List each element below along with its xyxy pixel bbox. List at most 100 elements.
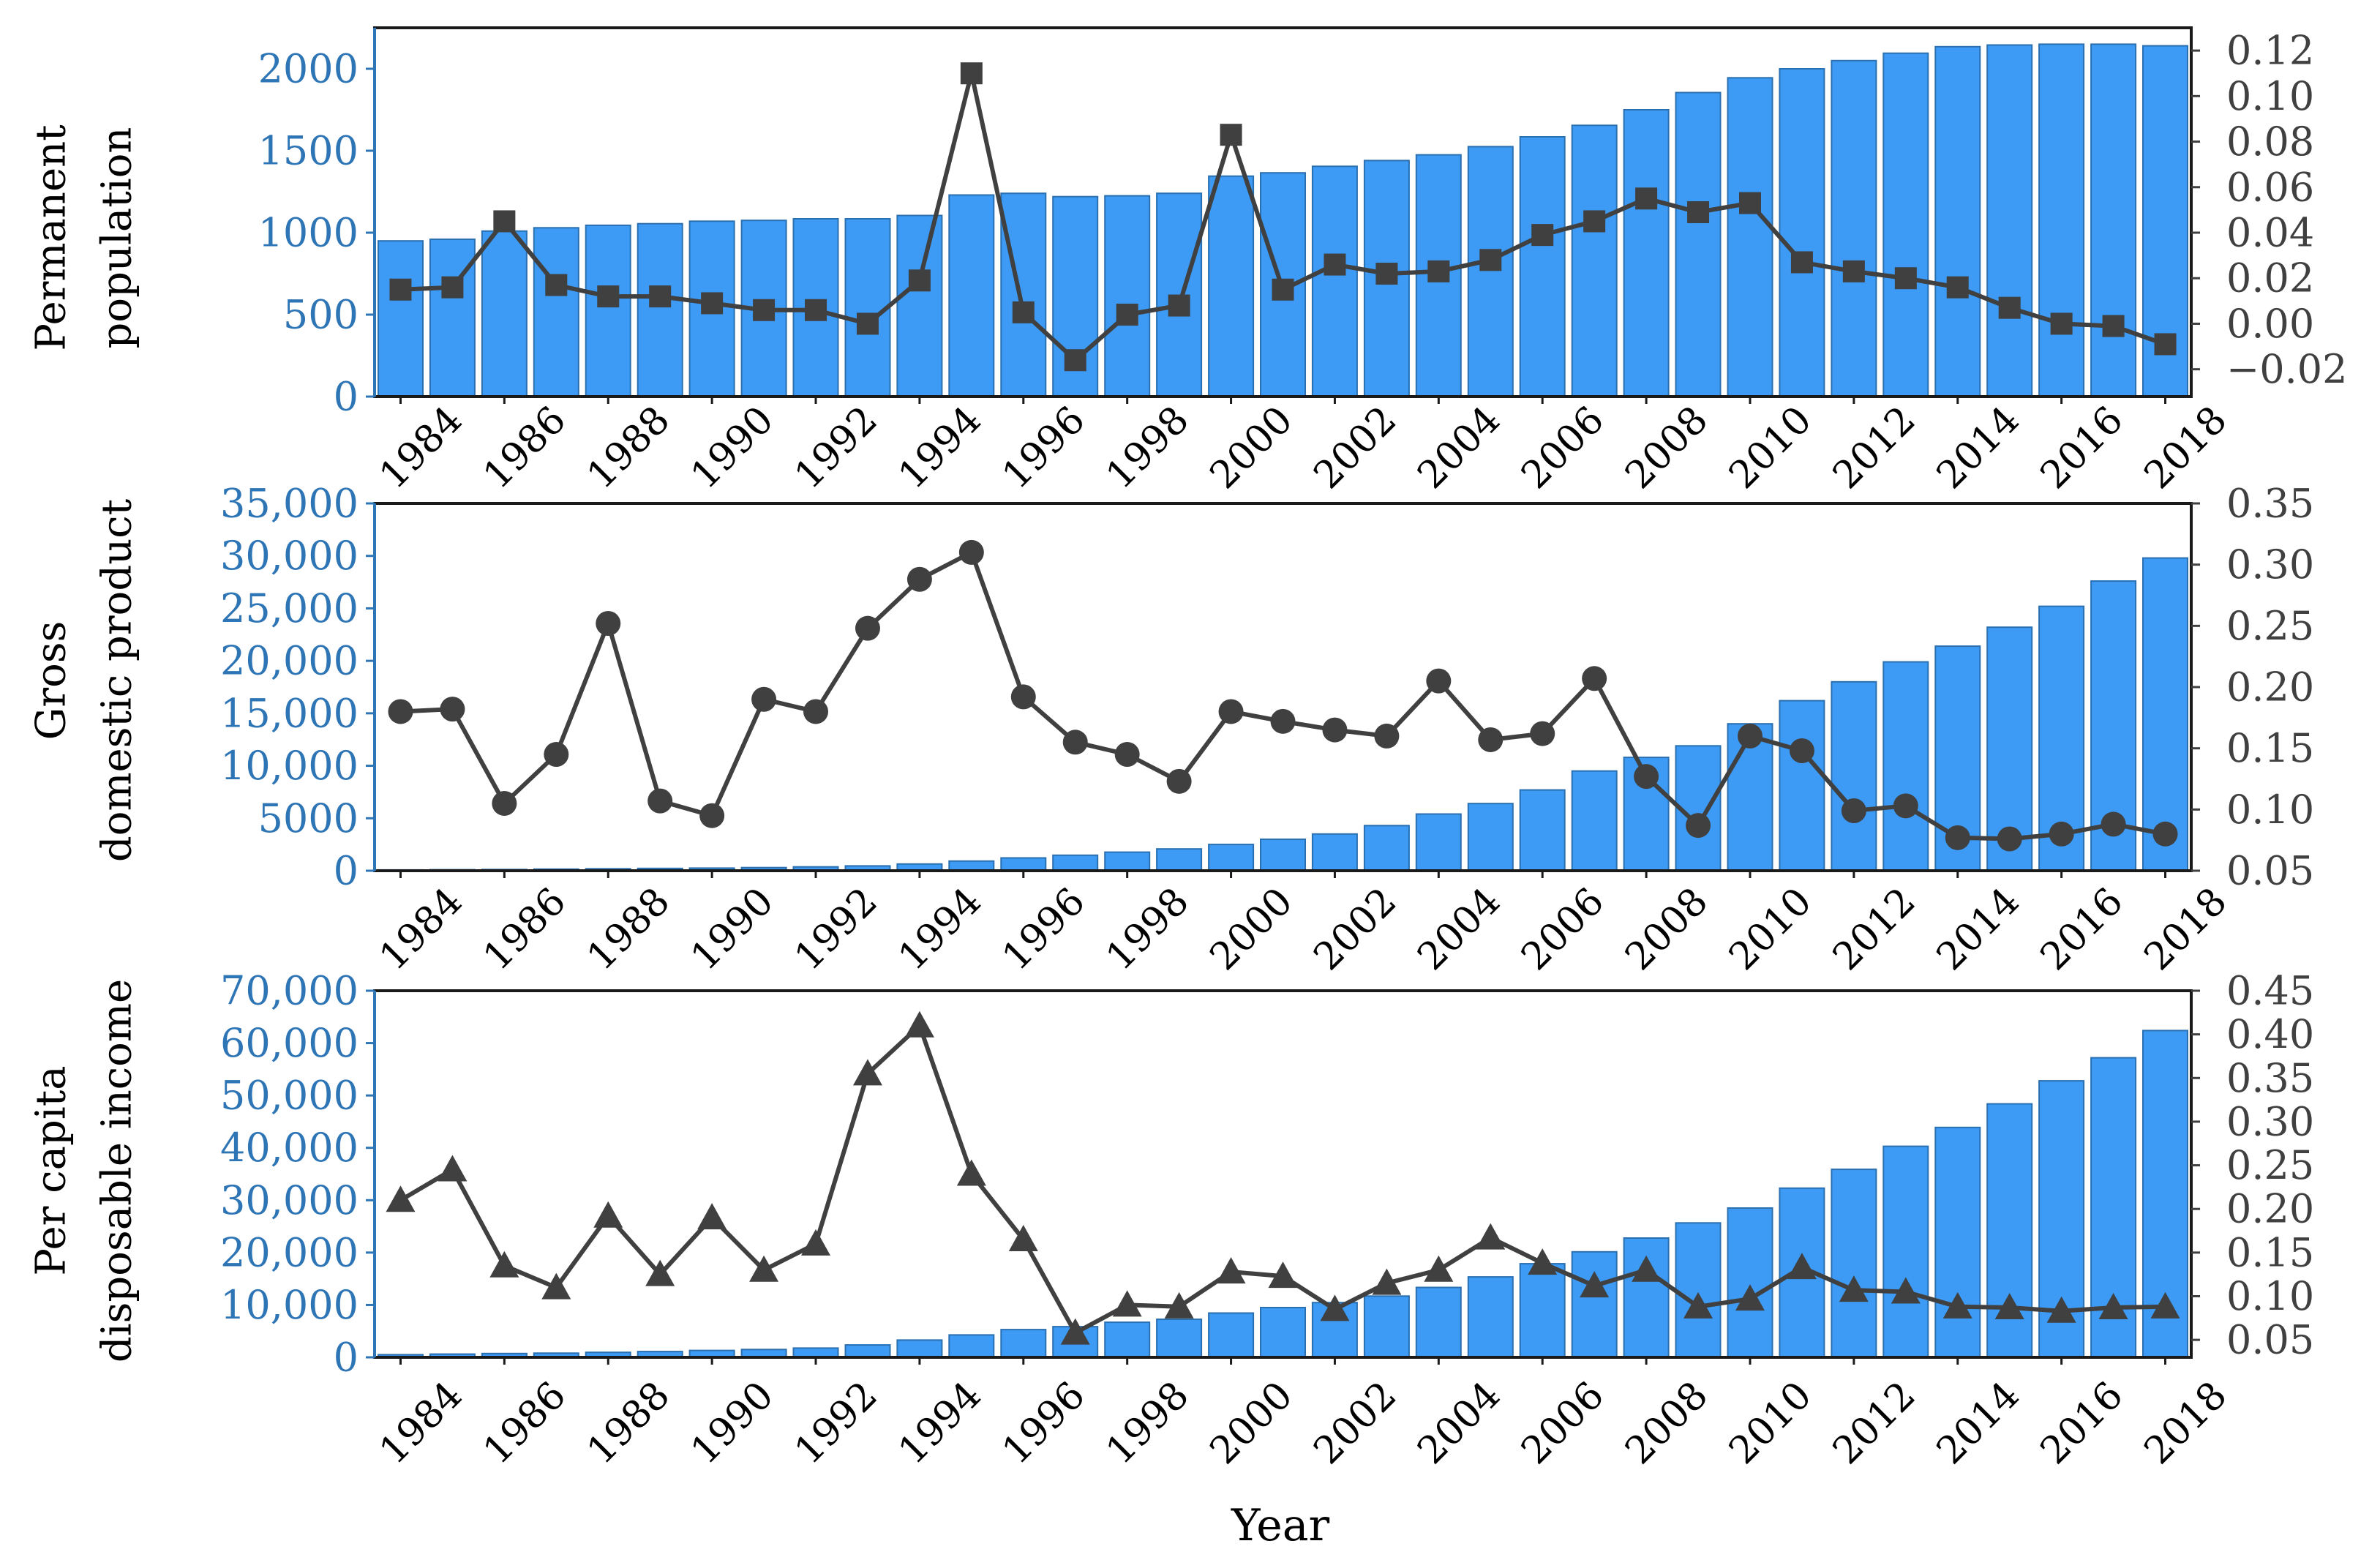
bar-gdp-2005: [1467, 803, 1514, 871]
growth-point-population-2008: [1635, 187, 1658, 210]
x-tick-label: 2016: [2032, 1373, 2132, 1473]
bar-population-1986: [481, 230, 528, 397]
x-axis-label: Year: [1231, 1500, 1330, 1551]
left-tick-label: 35,000: [220, 481, 358, 527]
bar-gdp-2011: [1779, 700, 1825, 871]
right-tick-label: 0.30: [2226, 1098, 2314, 1144]
bar-population-2006: [1519, 136, 1566, 397]
growth-point-population-2012: [1842, 260, 1865, 282]
growth-point-population-1993: [856, 312, 879, 335]
growth-point-gdp-2008: [1634, 764, 1659, 790]
x-tick-label: 1998: [1098, 398, 1198, 498]
growth-point-income-1997: [1060, 1318, 1090, 1345]
right-tick-label: 0.25: [2226, 1142, 2314, 1188]
right-tick-label: 0.10: [2226, 1273, 2314, 1319]
x-tick-label: 1996: [994, 1373, 1094, 1473]
growth-point-income-2007: [1580, 1271, 1610, 1298]
growth-point-income-1990: [697, 1203, 727, 1230]
growth-point-gdp-1990: [699, 803, 725, 828]
x-tick-label: 2012: [1825, 398, 1924, 498]
bar-income-1996: [1000, 1329, 1047, 1358]
growth-point-income-2000: [1216, 1257, 1246, 1284]
right-tick-label: 0.20: [2226, 664, 2314, 710]
x-tick-label: 1990: [683, 1373, 782, 1473]
growth-point-population-2005: [1479, 249, 1502, 271]
growth-point-income-1998: [1112, 1290, 1142, 1317]
growth-point-gdp-2009: [1686, 813, 1711, 839]
bar-population-2017: [2090, 43, 2137, 398]
right-tick-label: 0.20: [2226, 1186, 2314, 1232]
x-tick-label: 2010: [1721, 1373, 1820, 1473]
growth-point-income-2012: [1839, 1275, 1869, 1302]
x-tick-label: 2016: [2032, 880, 2132, 979]
bar-income-2000: [1208, 1312, 1255, 1358]
x-tick-label: 1984: [371, 880, 470, 979]
right-tick-label: 0.10: [2226, 73, 2314, 119]
x-tick-label: 1988: [579, 1373, 678, 1473]
growth-point-population-2010: [1738, 192, 1761, 214]
growth-point-income-2017: [2098, 1293, 2128, 1320]
growth-point-income-2004: [1424, 1255, 1454, 1282]
left-tick-label: 15,000: [220, 690, 358, 736]
bar-population-2005: [1467, 146, 1514, 397]
bar-population-2012: [1831, 59, 1877, 398]
growth-point-population-1991: [753, 299, 776, 321]
right-tick-label: 0.25: [2226, 603, 2314, 649]
x-tick-label: 1994: [890, 880, 990, 979]
right-tick-label: 0.30: [2226, 541, 2314, 588]
x-tick-label: 2000: [1202, 398, 1302, 498]
bar-income-1995: [948, 1334, 995, 1359]
growth-point-income-2015: [1994, 1293, 2024, 1320]
growth-point-population-1989: [649, 285, 672, 308]
growth-point-income-1999: [1164, 1291, 1194, 1319]
y-axis-label-line: Gross: [28, 621, 75, 740]
bar-gdp-1998: [1104, 851, 1151, 871]
growth-point-gdp-2004: [1426, 668, 1452, 694]
bar-population-2004: [1415, 154, 1462, 397]
bar-population-2008: [1623, 109, 1670, 397]
y-axis-label-line: Permanent: [28, 124, 75, 351]
left-tick-label: 30,000: [220, 1177, 358, 1223]
growth-point-gdp-1993: [855, 615, 880, 641]
bar-population-1998: [1104, 195, 1151, 397]
x-tick-label: 1994: [890, 1373, 990, 1473]
bar-income-2012: [1831, 1169, 1877, 1358]
growth-point-income-2011: [1787, 1253, 1817, 1280]
panel-per-capita-disposable-income: 0 10,000 20,000 30,000 40,000 50,000 60,000 70,…: [28, 968, 2315, 1474]
panel-permanent-population: 0 500 1000 1500 2000 −0.020.000.020.040.060.0…: [28, 26, 2347, 498]
x-tick-label: 2004: [1409, 1373, 1509, 1473]
growth-point-gdp-2014: [1945, 825, 1970, 850]
growth-point-gdp-2012: [1841, 798, 1866, 824]
left-tick-label: 40,000: [220, 1125, 358, 1171]
growth-point-population-2009: [1687, 201, 1710, 223]
x-tick-label: 2008: [1617, 880, 1716, 979]
bar-population-1996: [1000, 192, 1047, 397]
growth-point-gdp-1992: [803, 699, 829, 724]
growth-point-gdp-1999: [1166, 768, 1192, 794]
bar-gdp-2001: [1260, 839, 1306, 871]
bar-income-2004: [1415, 1286, 1462, 1358]
growth-point-gdp-1985: [440, 697, 465, 722]
x-tick-label: 2014: [1929, 1373, 2028, 1473]
bar-income-2009: [1675, 1222, 1722, 1359]
growth-point-gdp-1986: [492, 790, 517, 816]
growth-point-income-2008: [1632, 1255, 1662, 1282]
right-tick-label: 0.08: [2226, 119, 2314, 165]
growth-point-gdp-2007: [1582, 666, 1607, 691]
growth-point-population-2015: [1998, 296, 2021, 319]
left-tick-label: 30,000: [220, 533, 358, 579]
bar-gdp-1996: [1000, 857, 1047, 871]
x-tick-label: 1986: [475, 880, 574, 979]
x-tick-label: 1998: [1098, 1373, 1198, 1473]
left-tick-label: 0: [334, 1335, 358, 1381]
growth-point-gdp-1987: [544, 742, 569, 768]
growth-point-population-2004: [1427, 260, 1450, 282]
growth-point-income-1992: [801, 1229, 831, 1256]
x-tick-label: 2010: [1721, 398, 1820, 498]
growth-point-gdp-2018: [2152, 821, 2178, 847]
left-tick-label: 2000: [258, 46, 358, 92]
growth-point-income-2002: [1320, 1294, 1350, 1321]
x-tick-label: 1996: [994, 398, 1094, 498]
growth-point-gdp-1988: [596, 610, 621, 636]
